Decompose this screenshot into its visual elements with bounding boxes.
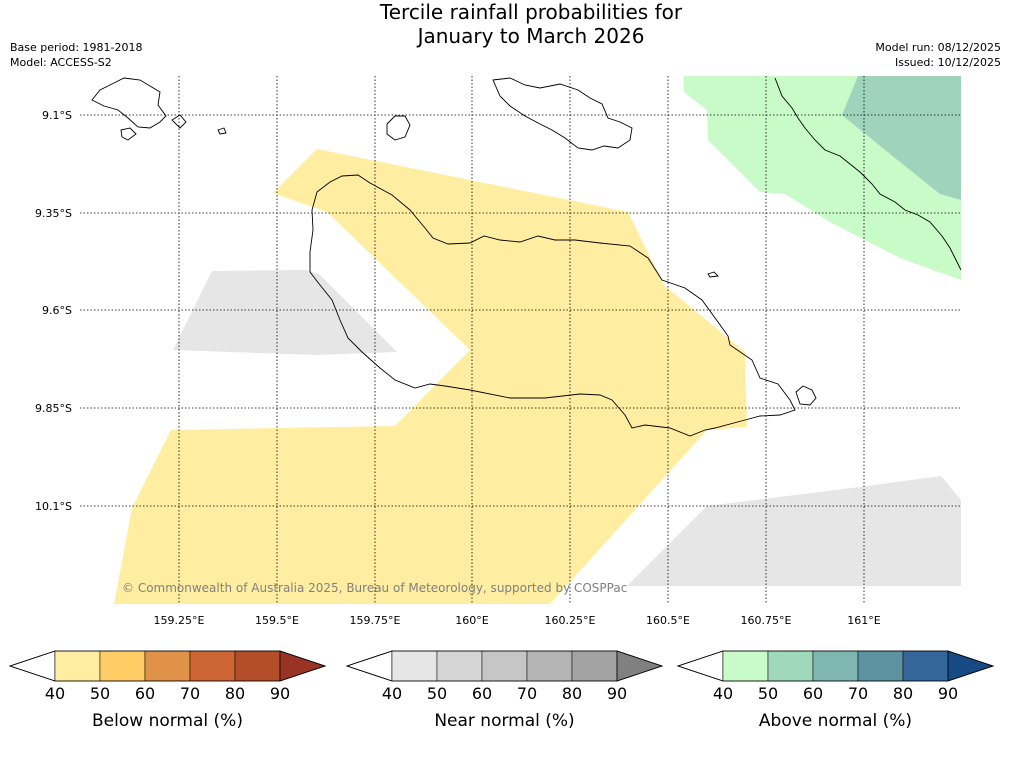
colorbar-tick-label: 40 bbox=[382, 684, 402, 703]
colorbar-outline bbox=[345, 650, 664, 682]
colorbar-tick-label: 80 bbox=[562, 684, 582, 703]
colorbar-swatch bbox=[526, 650, 573, 682]
lon-tick-label: 160.75°E bbox=[741, 614, 792, 627]
lon-tick-label: 159.5°E bbox=[255, 614, 299, 627]
lat-tick-label: 9.85°S bbox=[35, 402, 72, 415]
longitude-gridlines bbox=[178, 76, 865, 604]
lon-tick-label: 159.75°E bbox=[350, 614, 401, 627]
colorbar-swatch bbox=[812, 650, 859, 682]
malaita-coast bbox=[774, 77, 961, 271]
colorbar-swatch bbox=[234, 650, 281, 682]
model-run: Model run: 08/12/2025 bbox=[875, 41, 1001, 54]
colorbar-tick-label: 50 bbox=[427, 684, 447, 703]
colorbar-tick-label: 60 bbox=[135, 684, 155, 703]
latitude-tick-labels: 9.1°S 9.35°S 9.6°S 9.85°S 10.1°S bbox=[35, 109, 72, 513]
colorbar-tick-label: 80 bbox=[893, 684, 913, 703]
colorbar-tick-label: 60 bbox=[472, 684, 492, 703]
marau-islets bbox=[795, 385, 817, 406]
lat-tick-label: 9.6°S bbox=[42, 304, 72, 317]
colorbar-tick-label: 40 bbox=[45, 684, 65, 703]
lon-tick-label: 160.25°E bbox=[545, 614, 596, 627]
guadalcanal-coast bbox=[309, 174, 796, 437]
copyright-notice: © Commonwealth of Australia 2025, Bureau… bbox=[122, 581, 627, 595]
colorbar-tick-label: 50 bbox=[758, 684, 778, 703]
florida-islands-coast bbox=[492, 77, 633, 151]
meta-right: Model run: 08/12/2025 Issued: 10/12/2025 bbox=[875, 40, 1001, 70]
northwest-islet-2 bbox=[171, 114, 187, 129]
colorbar-swatch bbox=[767, 650, 814, 682]
lat-tick-label: 10.1°S bbox=[35, 500, 72, 513]
title-line-2: January to March 2026 bbox=[417, 24, 645, 48]
lon-tick-label: 159.25°E bbox=[154, 614, 205, 627]
colorbar-title: Below normal (%) bbox=[92, 711, 243, 731]
colorbar-2: 40 50 60 70 80 90 Near normal (%) bbox=[345, 650, 664, 731]
colorbar-swatch bbox=[144, 650, 191, 682]
colorbar-tick-label: 90 bbox=[938, 684, 958, 703]
russell-islands-coast bbox=[386, 115, 411, 141]
colorbar-extend-high bbox=[947, 650, 995, 682]
northwest-islet-4 bbox=[120, 127, 137, 141]
colorbar-tick-label: 70 bbox=[180, 684, 200, 703]
colorbar-extend-high bbox=[279, 650, 327, 682]
colorbar-legends: 40 50 60 70 80 90 Below normal (%) 40 50 60 70 80 90… bbox=[8, 650, 995, 731]
savo-islet bbox=[707, 271, 719, 278]
colorbar-title: Near normal (%) bbox=[434, 711, 574, 731]
model-name: Model: ACCESS-S2 bbox=[10, 56, 112, 69]
meta-left: Base period: 1981-2018 Model: ACCESS-S2 bbox=[10, 40, 142, 70]
lat-tick-label: 9.35°S bbox=[35, 207, 72, 220]
lon-tick-label: 160°E bbox=[455, 614, 488, 627]
colorbar-extend-low bbox=[345, 650, 393, 682]
lat-tick-label: 9.1°S bbox=[42, 109, 72, 122]
northwest-islet-3 bbox=[217, 127, 227, 135]
colorbar-swatch bbox=[99, 650, 146, 682]
lon-tick-label: 161°E bbox=[847, 614, 880, 627]
map-panel bbox=[80, 76, 961, 604]
near-normal-region-west bbox=[173, 270, 397, 355]
longitude-tick-labels: 159.25°E 159.5°E 159.75°E 160°E 160.25°E… bbox=[154, 614, 881, 627]
colorbar-swatch bbox=[857, 650, 904, 682]
below-normal-region bbox=[114, 149, 747, 604]
colorbar-swatch bbox=[189, 650, 236, 682]
above-normal-region-50-60 bbox=[842, 76, 961, 200]
coastlines bbox=[91, 77, 961, 437]
colorbar-tick-label: 50 bbox=[90, 684, 110, 703]
colorbar-swatch bbox=[902, 650, 949, 682]
colorbar-extend-low bbox=[8, 650, 56, 682]
colorbar-outline bbox=[8, 650, 327, 682]
lon-tick-label: 160.5°E bbox=[646, 614, 690, 627]
colorbar-extend-low bbox=[676, 650, 724, 682]
colorbar-1: 40 50 60 70 80 90 Below normal (%) bbox=[8, 650, 327, 731]
colorbar-swatch bbox=[571, 650, 618, 682]
colorbar-extend-high bbox=[616, 650, 664, 682]
colorbar-tick-label: 90 bbox=[270, 684, 290, 703]
colorbar-tick-label: 60 bbox=[803, 684, 823, 703]
colorbar-swatch bbox=[481, 650, 528, 682]
colorbar-3: 40 50 60 70 80 90 Above normal (%) bbox=[676, 650, 995, 731]
colorbar-swatch bbox=[436, 650, 483, 682]
colorbar-tick-label: 70 bbox=[517, 684, 537, 703]
issued-date: Issued: 10/12/2025 bbox=[894, 56, 1001, 69]
colorbar-tick-label: 40 bbox=[713, 684, 733, 703]
map-title: Tercile rainfall probabilities for Janua… bbox=[0, 0, 1011, 48]
title-line-1: Tercile rainfall probabilities for bbox=[379, 0, 683, 24]
northwest-islets-coast bbox=[91, 77, 167, 129]
colorbar-swatch bbox=[54, 650, 101, 682]
colorbar-title: Above normal (%) bbox=[759, 711, 912, 731]
colorbar-outline bbox=[676, 650, 995, 682]
colorbar-tick-label: 70 bbox=[848, 684, 868, 703]
colorbar-tick-label: 80 bbox=[225, 684, 245, 703]
colorbar-tick-label: 90 bbox=[607, 684, 627, 703]
colorbar-swatch bbox=[722, 650, 769, 682]
colorbar-swatch bbox=[391, 650, 438, 682]
near-normal-region-southeast bbox=[627, 476, 961, 586]
base-period: Base period: 1981-2018 bbox=[10, 41, 143, 54]
